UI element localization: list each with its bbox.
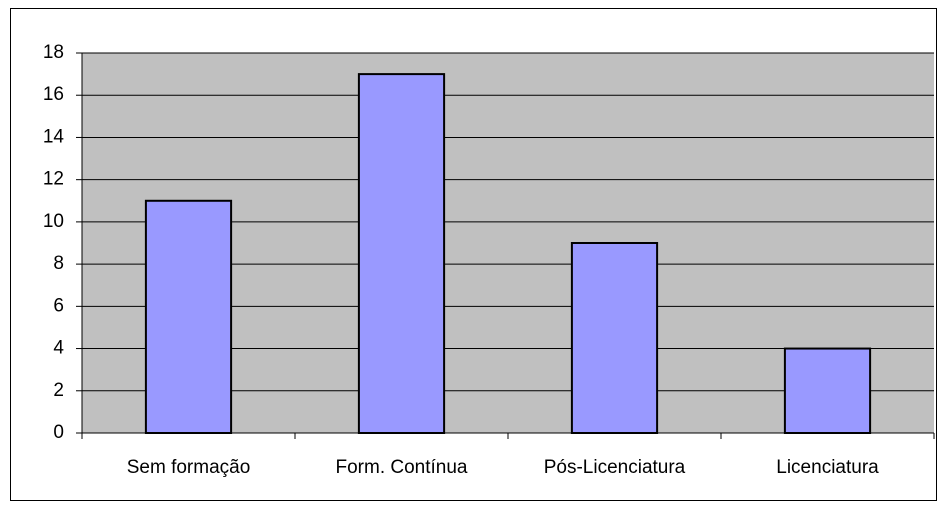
x-tick-label: Licenciatura [776,457,879,478]
y-tick-label: 16 [43,84,64,105]
y-tick-label: 14 [43,126,65,147]
y-tick-label: 10 [43,211,64,232]
y-tick-label: 18 [43,42,64,63]
y-tick-label: 0 [53,422,64,443]
y-tick-label: 12 [43,169,64,190]
x-tick-label: Form. Contínua [336,457,468,478]
x-tick-label: Pós-Licenciatura [544,457,686,478]
bar [144,199,233,434]
x-tick-label: Sem formação [127,457,251,478]
y-tick-label: 4 [53,338,64,359]
y-tick-label: 2 [53,380,64,401]
bar [357,73,446,434]
bar [570,242,659,434]
y-tick-label: 6 [53,295,64,316]
bar [783,347,872,434]
y-tick-label: 8 [53,253,64,274]
